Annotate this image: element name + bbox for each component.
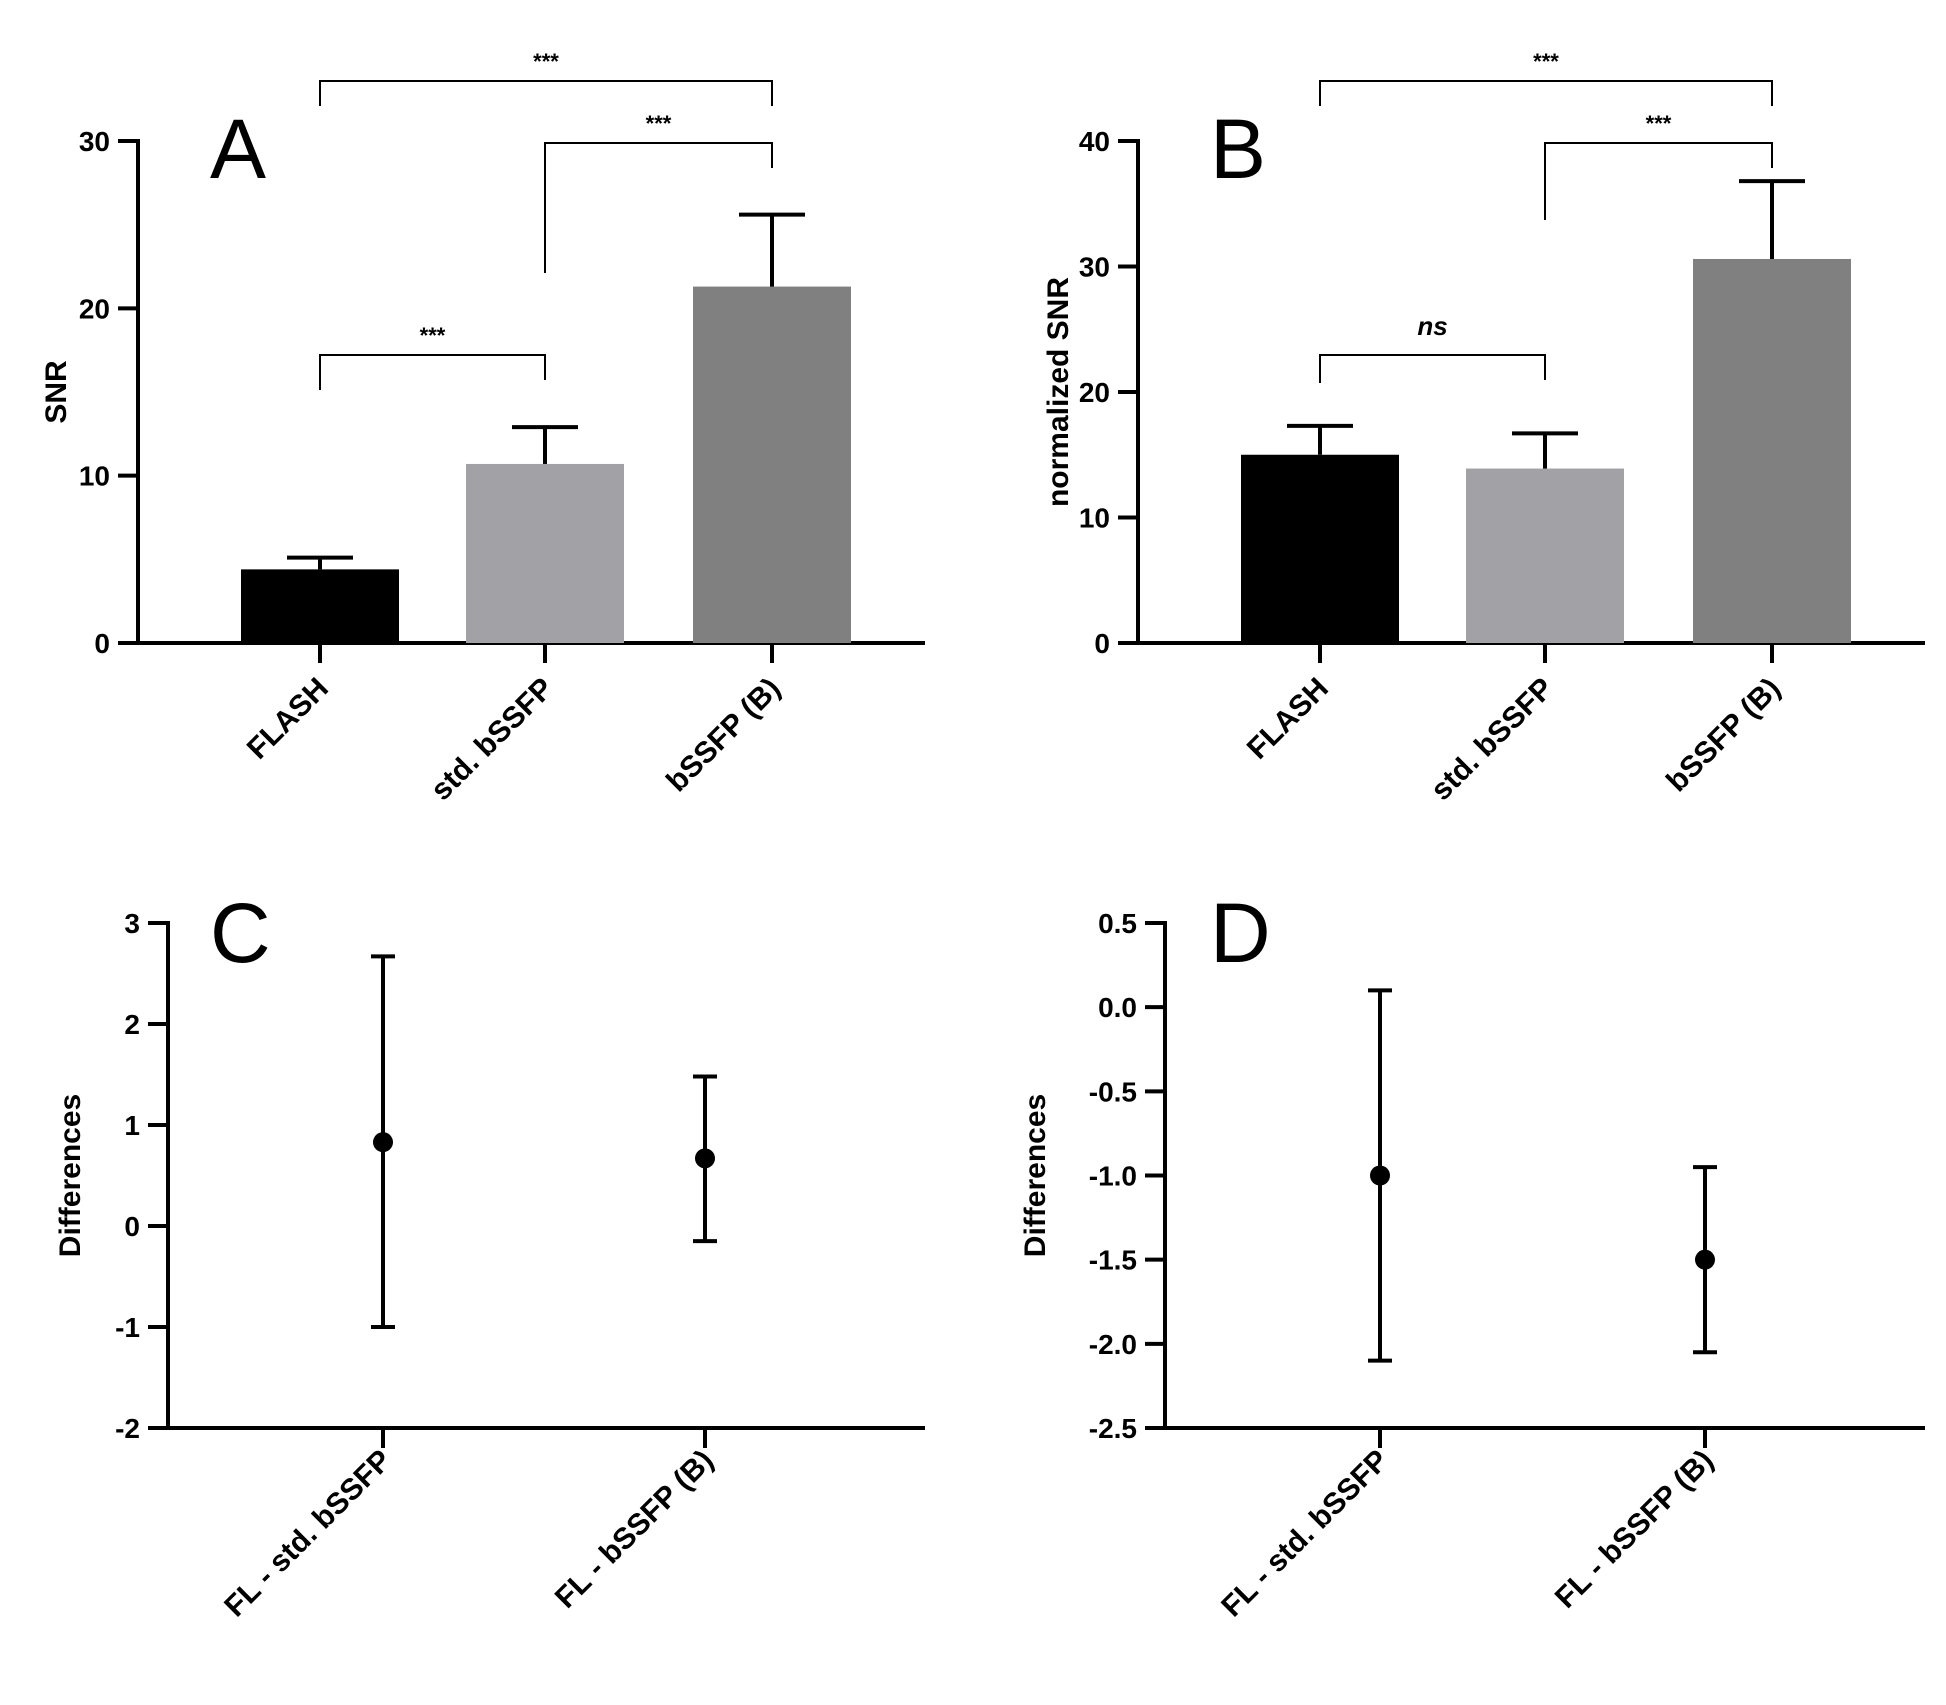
panel-c-x-tick-label: FL - std. bSSFP [218,1444,398,1624]
panel-b-significance-label: *** [1646,111,1672,136]
panel-b-significance-bracket [1544,142,1773,220]
panel-d-y-tick-label: -2.5 [1089,1413,1137,1444]
panel-d-point [1695,1249,1715,1270]
panel-d-x-tick-label: FL - bSSFP (B) [1549,1444,1720,1615]
panel-a-significance-bracket [319,80,773,106]
panel-b-bar [1693,258,1851,643]
panel-c-point [695,1148,715,1169]
panel-b-y-tick-label: 40 [1079,126,1110,157]
panel-c-x-tick-label: FL - bSSFP (B) [549,1444,720,1615]
panel-a-significance-label: *** [533,49,559,74]
panel-a-x-tick-label: bSSFP (B) [660,672,787,799]
panel-b-bar [1466,468,1624,643]
panel-a-bar [693,286,851,643]
panel-a-y-tick-label: 0 [94,628,110,659]
panel-d-y-tick-label: -0.5 [1089,1076,1137,1107]
panel-a-x-tick-label: FLASH [241,672,335,766]
panel-b-y-tick-label: 20 [1079,377,1110,408]
panel-d-y-tick-label: -1.0 [1089,1161,1137,1192]
panel-c-y-axis-title: Differences [54,1094,87,1257]
panel-d-point [1370,1165,1390,1186]
panel-b-bar [1241,454,1399,643]
panel-b-significance-bracket [1319,80,1773,106]
panel-d-x-tick-label: FL - std. bSSFP [1215,1444,1395,1624]
panel-a-y-axis-title: SNR [40,360,73,424]
panel-b-x-tick-label: bSSFP (B) [1660,672,1787,799]
panel-c-y-tick-label: -1 [115,1312,140,1343]
panel-a-significance-bracket [544,142,773,273]
panel-b-y-tick-label: 30 [1079,252,1110,283]
panel-c-y-tick-label: 1 [124,1110,140,1141]
panel-d-letter: D [1210,886,1271,980]
panel-a-x-tick-label: std. bSSFP [425,672,560,807]
panel-a-letter: A [210,102,266,196]
panel-a-significance-bracket [319,354,546,390]
panel-a: A SNR 0 10 20 30 FLASH std. bSSFP bSSFP (B) *** **… [40,49,925,807]
panel-d-y-tick-label: 0.0 [1098,992,1137,1023]
panel-a-y-tick-label: 20 [79,293,110,324]
panel-c-letter: C [210,886,271,980]
panel-d: D Differences -2.5 -2.0 -1.5 -1.0 -0.5 0.0 0.5 FL… [1019,886,1925,1623]
panel-a-y-tick-label: 30 [79,126,110,157]
panel-a-y-tick-label: 10 [79,461,110,492]
panel-d-y-tick-label: 0.5 [1098,908,1137,939]
panel-a-bar [241,569,399,643]
panel-b-letter: B [1210,102,1266,196]
panel-b-x-tick-label: FLASH [1241,672,1335,766]
panel-c-y-tick-label: -2 [115,1413,140,1444]
panel-d-y-tick-label: -1.5 [1089,1245,1137,1276]
panel-b-x-tick-label: std. bSSFP [1425,672,1560,807]
panel-d-y-tick-label: -2.0 [1089,1329,1137,1360]
panel-b-y-axis-title: normalized SNR [1042,277,1075,507]
panel-c-y-tick-label: 3 [124,908,140,939]
panel-c-y-tick-label: 0 [124,1211,140,1242]
panel-b-significance-label: ns [1417,311,1447,341]
panel-b-significance-label: *** [1533,49,1559,74]
panel-b-significance-bracket [1319,354,1546,383]
panel-c-point [373,1132,393,1153]
panel-a-significance-label: *** [420,323,446,348]
panel-d-y-axis-title: Differences [1019,1094,1052,1257]
panel-a-bar [466,463,624,643]
panel-b-y-tick-label: 10 [1079,503,1110,534]
panel-c-y-tick-label: 2 [124,1009,140,1040]
panel-c: C Differences -2 -1 0 1 2 3 FL - std. bSSFP FL - … [54,886,925,1623]
panel-b-y-tick-label: 0 [1094,628,1110,659]
panel-a-significance-label: *** [646,111,672,136]
